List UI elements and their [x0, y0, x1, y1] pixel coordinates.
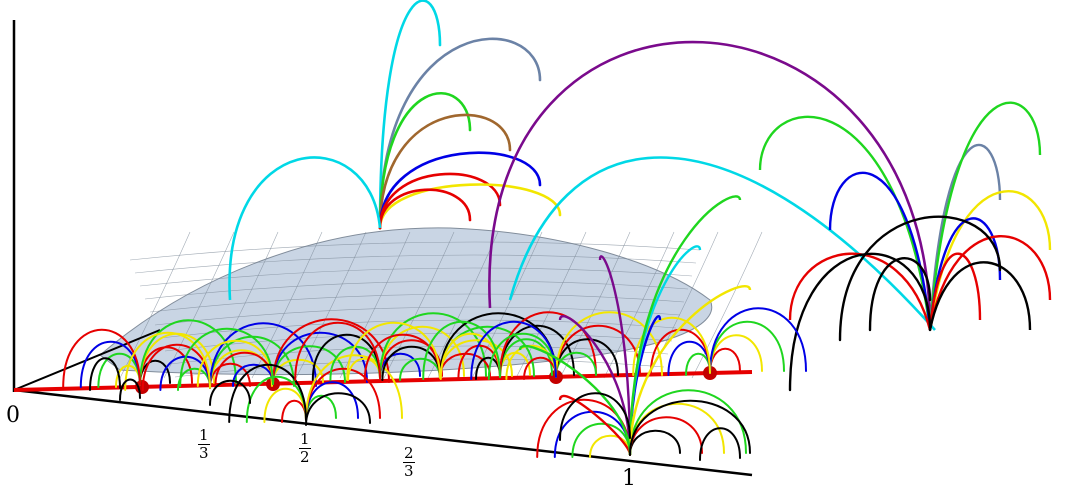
geodesic-arc — [558, 315, 632, 456]
tick-one: 1 — [622, 466, 636, 491]
geodesic-arc — [632, 316, 711, 376]
geodesic-arc — [196, 339, 274, 387]
geodesic-arc — [589, 434, 631, 458]
geodesic-arc — [699, 427, 741, 461]
grid-line — [129, 241, 701, 261]
grid-line — [515, 231, 587, 379]
geodesic-arc — [788, 252, 932, 392]
grid-line — [691, 231, 763, 379]
tick-one-half: 1 2 — [298, 432, 312, 465]
tick-one-half-den: 2 — [300, 448, 310, 466]
grid-line — [119, 231, 191, 379]
geodesic-arc — [378, 0, 442, 230]
geodesic-arc — [928, 261, 1032, 331]
geodesic-arc — [928, 235, 1052, 331]
tick-one-half-num: 1 — [300, 430, 310, 448]
geodesic-arc — [499, 311, 597, 378]
grid-line — [207, 231, 279, 379]
geodesic-arc — [518, 344, 632, 456]
geodesic-arc — [629, 399, 751, 456]
arc-family-front — [62, 195, 807, 461]
geodesic-arc — [470, 320, 557, 380]
geodesic-arc — [628, 195, 742, 456]
geodesic-arc — [508, 156, 936, 331]
fraction-bar — [298, 448, 311, 449]
grid-line — [251, 231, 323, 379]
geodesic-arc — [378, 172, 502, 230]
geodesic-arc — [294, 321, 381, 381]
geodesic-arc — [628, 285, 752, 456]
tick-two-thirds: 2 3 — [402, 446, 416, 479]
geodesic-arc — [378, 113, 512, 230]
geodesic-arc — [379, 312, 487, 379]
geodesic-arc — [272, 345, 346, 385]
geodesic-arc — [928, 143, 1002, 331]
geodesic-arc — [629, 389, 747, 456]
grid-line — [134, 254, 697, 274]
geodesic-arc — [272, 331, 368, 385]
geodesic-arc — [598, 255, 632, 456]
tick-one-third-num: 1 — [199, 426, 209, 444]
grid-line — [559, 231, 631, 379]
geodesic-arc — [363, 333, 441, 381]
geodesic-arc — [709, 307, 807, 374]
geodesic-arc — [378, 183, 562, 230]
geodesic-arc — [838, 215, 1002, 342]
geodesic-arc — [346, 321, 441, 381]
geodesic-arc — [124, 331, 211, 391]
arc-family-back — [228, 0, 1052, 392]
fraction-bar — [197, 444, 210, 445]
geodesic-arc — [788, 252, 932, 331]
geodesic-arc — [228, 156, 382, 301]
fraction-bar — [402, 462, 415, 463]
geodesic-arc — [758, 115, 932, 331]
geodesic-arc — [179, 327, 274, 387]
tick-two-thirds-num: 2 — [404, 444, 414, 462]
grid-line — [159, 319, 677, 339]
geodesic-arc — [62, 328, 141, 388]
grid-line — [139, 267, 693, 287]
base-axis — [13, 388, 753, 477]
geodesic-arc — [378, 151, 542, 230]
geodesic-arc — [868, 257, 932, 332]
surface-grid — [119, 231, 763, 379]
geodesic-arc — [119, 378, 141, 401]
geodesic-arc — [422, 320, 501, 380]
geodesic-arc — [89, 357, 121, 391]
geodesic-arc — [559, 392, 631, 441]
tick-one-third-den: 3 — [199, 444, 209, 462]
tick-two-thirds-den: 3 — [404, 462, 414, 480]
geodesic-arc — [488, 40, 932, 331]
grid-line — [164, 332, 673, 352]
geodesic-arc — [305, 354, 403, 421]
shaded-surface — [99, 227, 713, 376]
geodesic-arc — [305, 392, 371, 426]
geodesic-arc — [209, 322, 317, 389]
geodesic-arc — [629, 429, 681, 456]
geodesic-arc — [378, 91, 472, 230]
origin-label: 0 — [6, 403, 20, 428]
geodesic-arc — [558, 394, 632, 456]
geodesic-arc — [928, 101, 1042, 331]
geodesic-arc — [378, 188, 472, 230]
geodesic-arc — [378, 37, 542, 230]
axes — [12, 20, 753, 477]
tick-one-third: 1 3 — [197, 428, 211, 461]
geodesic-arc — [228, 363, 307, 423]
geodesic-arc — [281, 399, 307, 423]
grid-line — [149, 293, 685, 313]
geodesic-arc — [209, 379, 251, 406]
grid-line — [154, 306, 681, 326]
geodesic-arc — [928, 252, 982, 331]
geodesic-arc — [828, 171, 932, 331]
